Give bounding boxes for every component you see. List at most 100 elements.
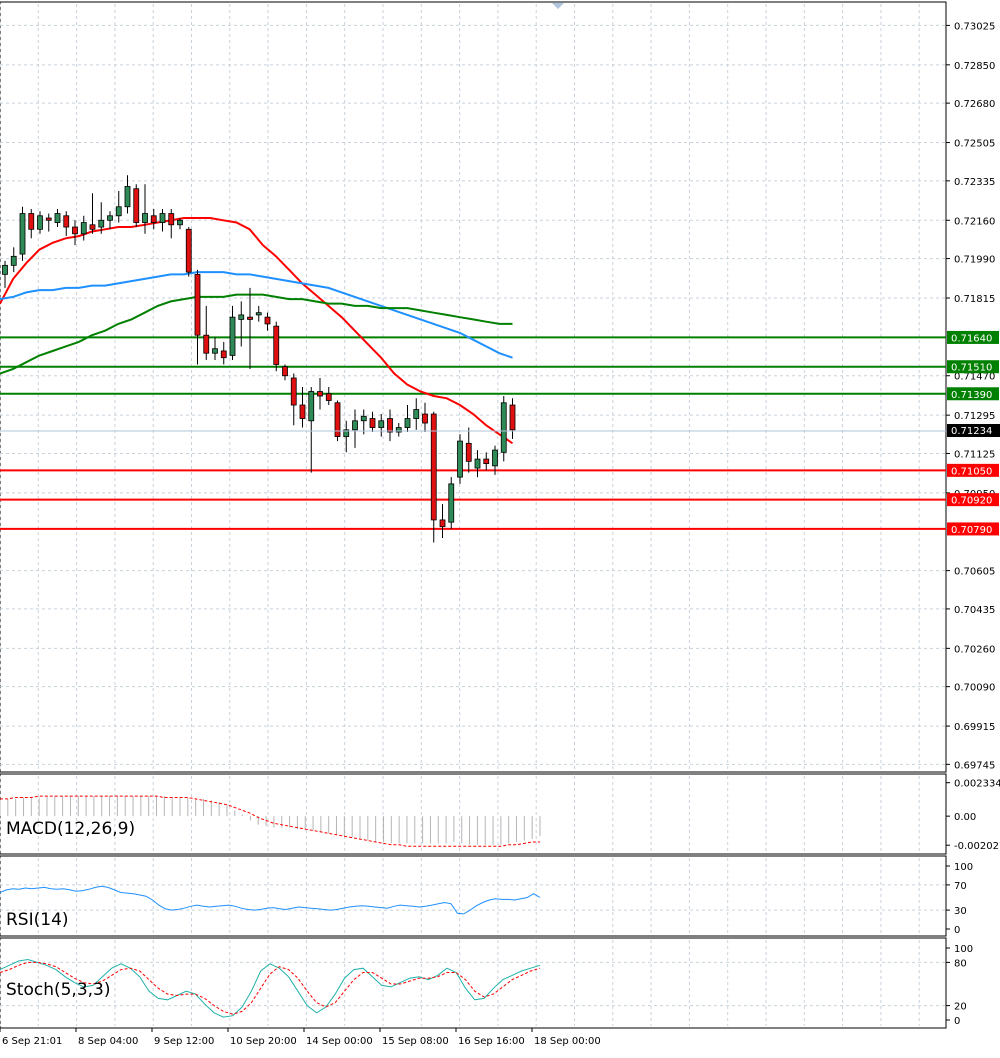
time-tick-label: 16 Sep 16:00	[458, 1036, 525, 1047]
candle-bearish	[317, 391, 323, 397]
time-tick-label: 18 Sep 00:00	[534, 1036, 601, 1047]
macd-panel[interactable]: 0.002334 0.00 -0.002027 MACD(12,26,9)	[0, 773, 1000, 855]
candle-bullish	[159, 213, 166, 223]
candle-bullish	[10, 255, 17, 266]
macd-tick-label: 0.00	[954, 812, 976, 823]
stoch-tick-label: 100	[954, 944, 973, 955]
price-tick-label: 0.69915	[954, 722, 995, 733]
macd-signal-polyline	[0, 795, 540, 847]
price-tick-label: 0.71295	[954, 411, 995, 422]
candle-bearish	[422, 413, 428, 424]
candle-bullish	[229, 316, 236, 356]
candle-bearish	[194, 273, 201, 336]
time-tick-label: 10 Sep 20:00	[230, 1036, 297, 1047]
candle-bullish	[352, 420, 358, 431]
candle-bearish	[63, 215, 70, 228]
rsi-tick-label: 0	[954, 925, 960, 936]
price-tick-label: 0.69745	[954, 760, 995, 771]
candle-bearish	[282, 366, 288, 377]
level-badge	[947, 387, 999, 401]
stoch-panel-frame	[0, 937, 947, 1029]
price-panel[interactable]: 0.73025 0.72850 0.72680 0.72505 0.72335 0.721…	[0, 1, 1000, 773]
price-tick-label: 0.72160	[954, 216, 995, 227]
candle-bearish	[290, 377, 297, 406]
stoch-tick-label: 80	[954, 958, 967, 969]
price-tick-label: 0.70605	[954, 567, 995, 578]
candle-bearish	[325, 393, 332, 401]
stoch-axis: 100 80 20 0	[946, 944, 973, 1027]
stoch-tick-label: 20	[954, 1002, 967, 1013]
stoch-panel[interactable]: 100 80 20 0 Stoch(5,3,3)	[0, 937, 973, 1029]
candle-bullish	[492, 449, 498, 467]
rsi-grid	[0, 858, 946, 934]
scroll-marker-icon[interactable]	[552, 3, 564, 9]
price-axis: 0.73025 0.72850 0.72680 0.72505 0.72335 0.721…	[946, 21, 995, 771]
level-labels: 0.71640 0.71510 0.71390 0.71050 0.70920 0.707…	[947, 330, 999, 536]
candle-bullish	[378, 420, 385, 428]
stoch-lines	[0, 958, 541, 1018]
current-price-text: 0.71234	[951, 426, 992, 437]
moving-average-line	[0, 293, 513, 375]
macd-axis: 0.002334 0.00 -0.002027	[946, 779, 1000, 852]
price-tick-label: 0.70435	[954, 605, 995, 616]
candle-bullish	[360, 415, 367, 422]
candle-bearish	[387, 418, 393, 433]
time-tick-label: 15 Sep 08:00	[382, 1036, 449, 1047]
candle-bearish	[465, 442, 472, 462]
macd-tick-label: -0.002027	[954, 841, 1000, 852]
candle-bullish	[238, 314, 245, 320]
level-badge	[947, 493, 999, 507]
rsi-axis: 100 70 30 0	[946, 862, 973, 936]
level-label: 0.70790	[951, 525, 992, 536]
stoch-tick-label: 0	[954, 1016, 960, 1027]
time-axis: 6 Sep 21:01 8 Sep 04:00 9 Sep 12:00 10 Sep …	[0, 1028, 601, 1047]
candle-bullish	[308, 391, 315, 422]
candle-bearish	[264, 316, 271, 325]
stoch-main-line	[0, 958, 541, 1018]
price-panel-frame	[0, 1, 947, 773]
price-tick-label: 0.71470	[954, 372, 995, 383]
candle-bullish	[98, 219, 105, 228]
candle-bullish	[343, 429, 350, 437]
candle-bearish	[483, 458, 490, 464]
level-badge	[947, 463, 999, 477]
level-label: 0.71640	[951, 333, 992, 344]
rsi-label: RSI(14)	[6, 910, 69, 930]
candle-bullish	[448, 483, 455, 523]
candle-bearish	[439, 519, 446, 528]
candle-bullish	[142, 213, 148, 223]
candle-bullish	[404, 418, 411, 428]
rsi-panel-frame	[0, 855, 947, 937]
candle-bearish	[299, 404, 306, 419]
level-label: 0.71390	[951, 390, 992, 401]
candle-bearish	[247, 316, 253, 320]
candle-bullish	[457, 440, 463, 478]
candle-bearish	[150, 215, 157, 223]
candle-bearish	[185, 228, 192, 273]
price-tick-label: 0.71990	[954, 255, 995, 266]
rsi-tick-label: 30	[954, 906, 967, 917]
rsi-tick-label: 70	[954, 881, 967, 892]
candle-bullish	[54, 213, 61, 223]
candle-bullish	[395, 427, 402, 433]
candle-bearish	[220, 350, 227, 359]
candle-bullish	[212, 348, 218, 354]
time-tick-label: 14 Sep 00:00	[306, 1036, 373, 1047]
price-tick-label: 0.71815	[954, 294, 995, 305]
candle-bullish	[177, 219, 183, 226]
candle-bullish	[255, 312, 262, 316]
candle-bearish	[45, 217, 52, 221]
candle-bearish	[168, 213, 175, 226]
rsi-line	[0, 885, 541, 915]
candle-bullish	[2, 264, 8, 275]
macd-tick-label: 0.002334	[954, 779, 1000, 790]
level-label: 0.70920	[951, 496, 992, 507]
price-tick-label: 0.70260	[954, 644, 995, 655]
time-tick-label: 9 Sep 12:00	[154, 1036, 214, 1047]
candle-bullish	[413, 409, 420, 419]
price-tick-label: 0.71125	[954, 449, 995, 460]
rsi-panel[interactable]: 100 70 30 0 RSI(14)	[0, 855, 973, 937]
candle-bearish	[203, 334, 210, 354]
candle-bearish	[28, 213, 35, 230]
